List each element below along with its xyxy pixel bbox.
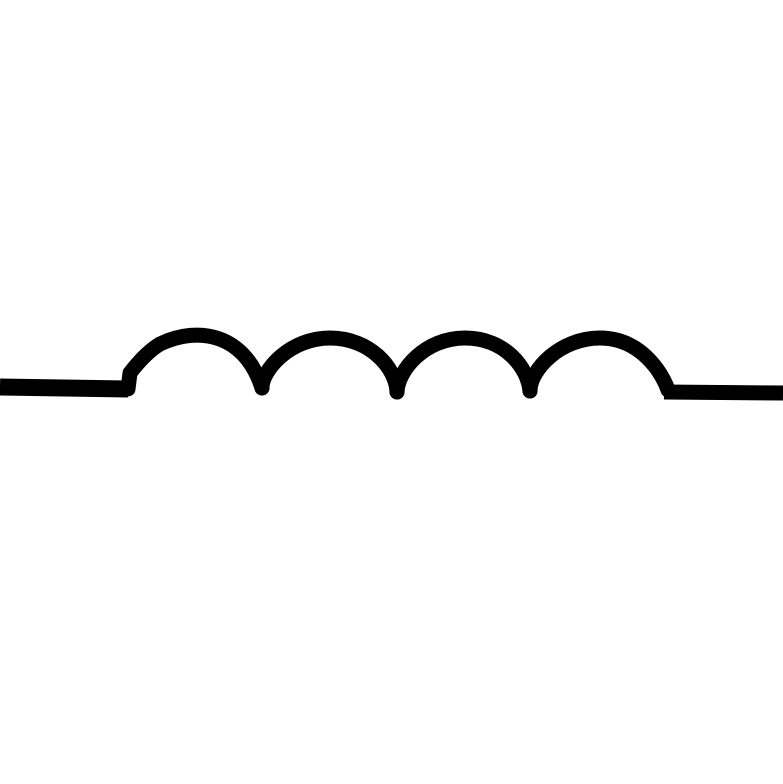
coil-joint-1	[256, 382, 268, 394]
right-lead-wire	[663, 384, 783, 401]
coil-loop-2	[254, 330, 405, 400]
coil-loop-4	[522, 330, 676, 399]
coil-loop-1	[120, 327, 270, 397]
left-lead-wire	[0, 378, 129, 398]
coil-joint-2	[391, 385, 403, 397]
coil-loop-3	[389, 330, 538, 400]
coil-joint-3	[524, 384, 536, 396]
